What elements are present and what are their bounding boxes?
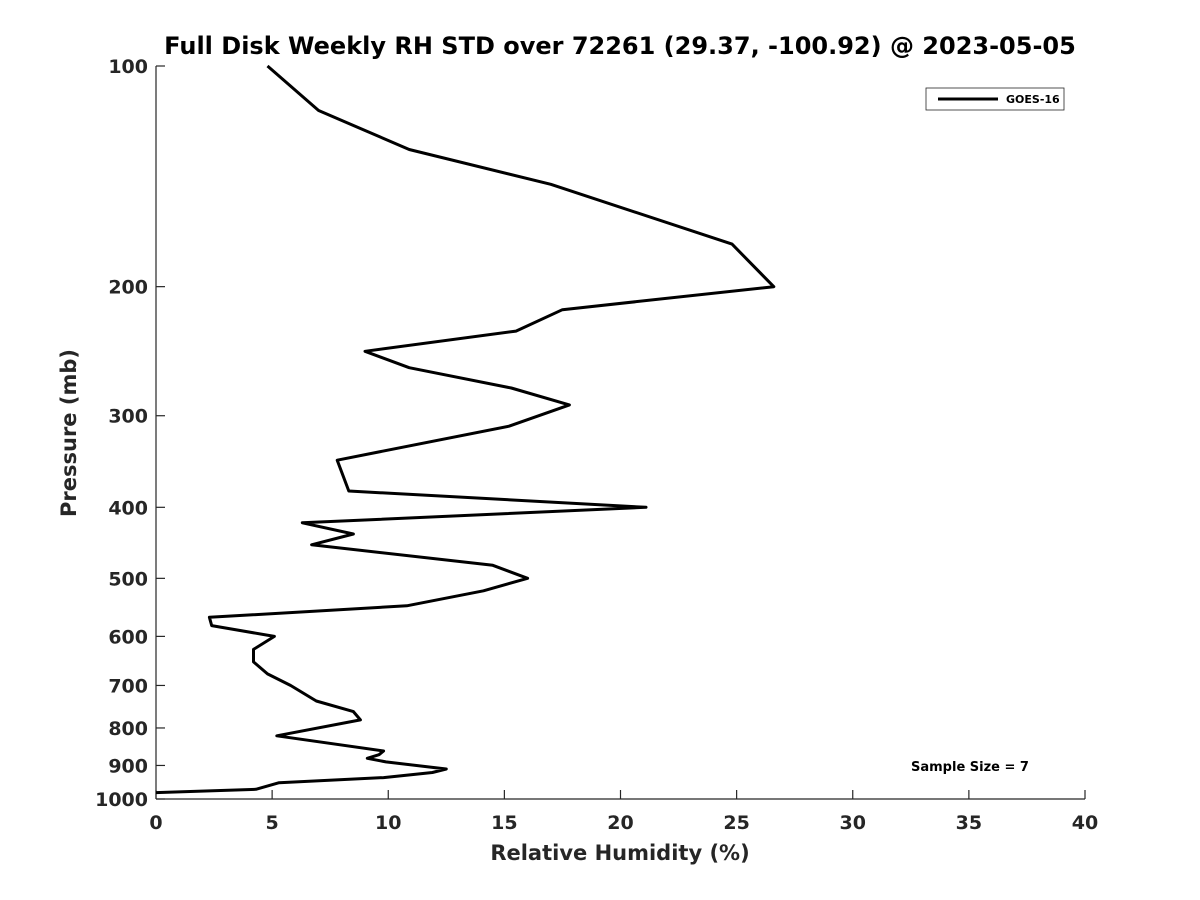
x-tick-label: 35 [956, 812, 982, 834]
y-tick-label: 500 [108, 568, 148, 590]
x-tick-label: 0 [149, 812, 162, 834]
y-tick-label: 1000 [95, 789, 148, 811]
x-tick-label: 15 [491, 812, 517, 834]
y-tick-label: 900 [108, 755, 148, 777]
legend: GOES-16 [925, 87, 1065, 111]
y-ticks: 100 200 300 400 500 600 700 800 900 1000 [95, 56, 165, 811]
y-tick-label: 400 [108, 497, 148, 519]
x-tick-label: 5 [266, 812, 279, 834]
x-ticks: 0 5 10 15 20 25 30 35 40 [149, 790, 1098, 834]
chart-title: Full Disk Weekly RH STD over 72261 (29.3… [164, 32, 1076, 60]
y-tick-label: 200 [108, 277, 148, 299]
y-tick-label: 600 [108, 626, 148, 648]
y-tick-label: 700 [108, 675, 148, 697]
series-line-0 [155, 64, 776, 795]
x-tick-label: 20 [607, 812, 633, 834]
x-tick-label: 40 [1072, 812, 1098, 834]
y-axis-label: Pressure (mb) [57, 349, 81, 517]
x-tick-label: 30 [840, 812, 866, 834]
y-tick-label: 100 [108, 56, 148, 78]
sample-size-annotation: Sample Size = 7 [911, 760, 1029, 775]
x-tick-label: 10 [375, 812, 401, 834]
y-tick-label: 300 [108, 406, 148, 428]
y-tick-label: 800 [108, 718, 148, 740]
x-tick-label: 25 [723, 812, 749, 834]
plot-lines [155, 64, 776, 795]
x-axis-label: Relative Humidity (%) [490, 841, 749, 865]
legend-label: GOES-16 [1006, 93, 1060, 106]
